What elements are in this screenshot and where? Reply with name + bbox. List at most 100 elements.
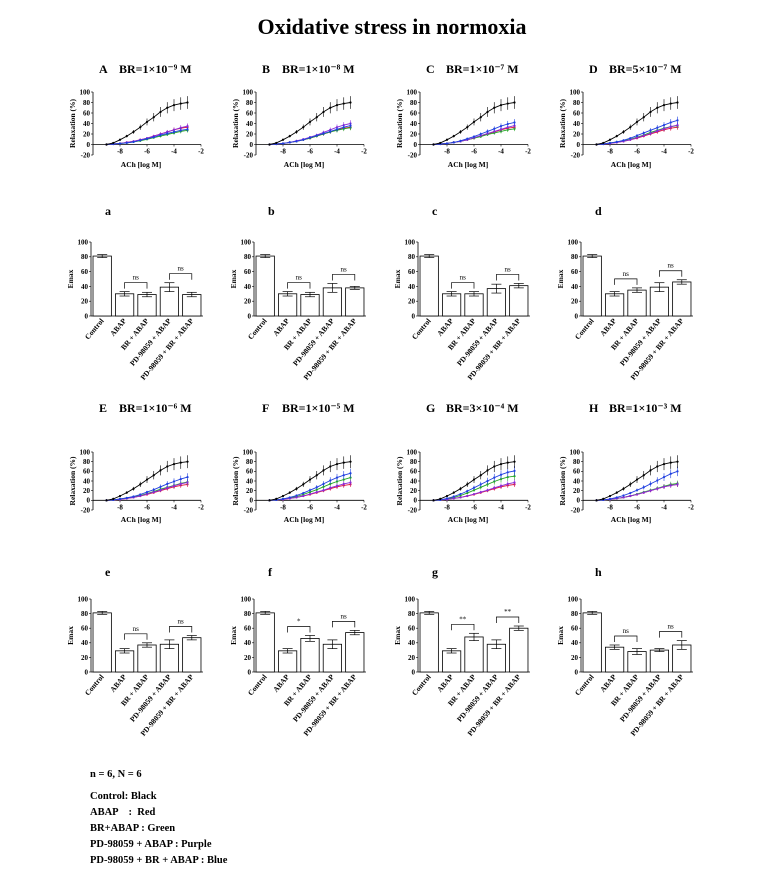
data-point	[281, 494, 285, 498]
data-point	[295, 496, 298, 499]
data-point	[629, 494, 632, 498]
data-point	[459, 496, 462, 499]
legend-line-4: PD-98059 + ABAP : Purple	[90, 839, 212, 850]
data-point	[499, 125, 503, 128]
y-tick-label: 20	[244, 298, 252, 306]
data-point	[145, 478, 149, 481]
x-tick-label: -8	[444, 148, 450, 156]
data-point	[166, 482, 169, 485]
y-axis-label: Emax	[556, 269, 565, 288]
data-point	[186, 128, 189, 131]
y-tick-label: 100	[570, 88, 581, 96]
data-point	[466, 137, 469, 140]
y-tick-label: 40	[408, 639, 416, 647]
significance-label: ns	[296, 274, 303, 282]
data-point	[179, 126, 182, 129]
data-point	[662, 462, 666, 466]
data-point	[172, 130, 176, 133]
data-point	[493, 486, 496, 489]
data-point	[676, 101, 679, 104]
significance-label: *	[297, 618, 301, 626]
data-point	[669, 121, 672, 124]
y-tick-label: 0	[248, 668, 252, 676]
data-point	[335, 476, 339, 479]
y-tick-label: 80	[83, 99, 91, 107]
y-axis-label: Relaxation (%)	[558, 456, 567, 505]
x-tick-label: -8	[117, 148, 123, 156]
data-point	[649, 132, 652, 135]
data-point	[656, 126, 659, 129]
data-point	[159, 133, 162, 137]
y-tick-label: -20	[408, 506, 418, 514]
line-panel-C: C BR=1×10⁻⁷ M -20 0 20 40 60 80 100 -8 -6 -4 -2 ACh […	[395, 62, 531, 169]
x-axis-label: ACh [log M]	[448, 515, 488, 524]
bar-0	[582, 255, 602, 317]
y-tick-label: 100	[80, 88, 91, 96]
data-point	[152, 136, 155, 139]
significance-bracket	[659, 631, 683, 638]
bar-0	[92, 255, 112, 317]
data-point	[506, 126, 509, 129]
y-tick-label: 100	[241, 238, 252, 246]
data-point	[513, 481, 516, 484]
data-point	[349, 481, 352, 484]
y-tick-label: 80	[81, 610, 89, 618]
x-tick-label: -2	[525, 148, 531, 156]
data-point	[335, 104, 339, 107]
significance-label: ns	[340, 265, 347, 273]
x-tick-label: -4	[334, 503, 340, 511]
data-point	[152, 116, 155, 119]
data-point	[452, 497, 455, 500]
data-point	[145, 137, 149, 140]
y-tick-label: 60	[83, 468, 91, 476]
data-point	[329, 106, 332, 109]
data-point	[676, 483, 679, 486]
y-tick-label: 80	[410, 458, 418, 466]
y-tick-label: 60	[410, 109, 418, 117]
data-point	[472, 120, 476, 124]
data-point	[472, 135, 476, 138]
data-point	[662, 476, 666, 479]
data-point	[439, 141, 442, 145]
y-tick-label: 0	[575, 312, 579, 320]
data-point	[479, 483, 482, 486]
bar-2	[137, 294, 157, 317]
data-point	[486, 132, 489, 135]
bar-0	[255, 612, 275, 673]
significance-bracket	[659, 270, 683, 277]
data-point	[329, 479, 332, 482]
data-point	[629, 491, 632, 495]
series-line-pd-98059-abap	[106, 125, 188, 145]
data-point	[629, 126, 632, 129]
data-point	[342, 474, 345, 477]
y-tick-label: 40	[571, 283, 579, 291]
data-point	[622, 494, 625, 497]
y-tick-label: 40	[408, 283, 416, 291]
series-line-pd-98059-br-abap	[433, 121, 515, 145]
data-point	[656, 106, 659, 109]
data-point	[112, 497, 115, 500]
y-tick-label: 80	[244, 610, 252, 618]
data-point	[125, 135, 128, 138]
data-point	[629, 483, 632, 486]
bar-0	[582, 612, 602, 673]
data-point	[676, 119, 679, 122]
data-point	[479, 132, 482, 136]
y-tick-label: 20	[573, 130, 581, 138]
data-point	[513, 101, 516, 104]
data-point	[112, 141, 115, 145]
x-axis-label: ACh [log M]	[121, 160, 161, 169]
data-point	[186, 101, 189, 104]
data-point	[302, 138, 305, 141]
data-point	[179, 102, 182, 105]
significance-bracket	[451, 282, 475, 289]
data-point	[445, 494, 449, 498]
data-point	[669, 484, 672, 487]
y-tick-label: 60	[81, 625, 89, 633]
